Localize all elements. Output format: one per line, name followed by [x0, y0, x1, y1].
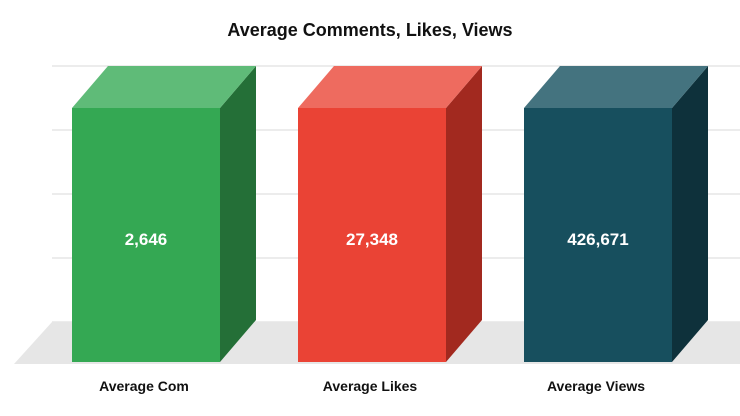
category-label: Average Com — [99, 378, 189, 394]
category-label: Average Views — [547, 378, 645, 394]
chart-title: Average Comments, Likes, Views — [227, 20, 513, 40]
bar-3 — [524, 66, 708, 362]
bar-front-face — [72, 108, 220, 362]
bar-value-label: 2,646 — [125, 230, 168, 249]
bar-side-face — [672, 66, 708, 362]
bar-front-face — [298, 108, 446, 362]
bar-side-face — [446, 66, 482, 362]
category-label: Average Likes — [323, 378, 418, 394]
bar-2 — [298, 66, 482, 362]
bar-value-label: 27,348 — [346, 230, 398, 249]
labels: 2,646 Average Com 27,348 Average Likes 426,6… — [99, 230, 645, 394]
bar-side-face — [220, 66, 256, 362]
bar-1 — [72, 66, 256, 362]
bar-front-face — [524, 108, 672, 362]
bar-top-face — [72, 66, 256, 108]
bars — [72, 66, 708, 362]
bar-value-label: 426,671 — [567, 230, 628, 249]
bar-top-face — [298, 66, 482, 108]
bar-top-face — [524, 66, 708, 108]
